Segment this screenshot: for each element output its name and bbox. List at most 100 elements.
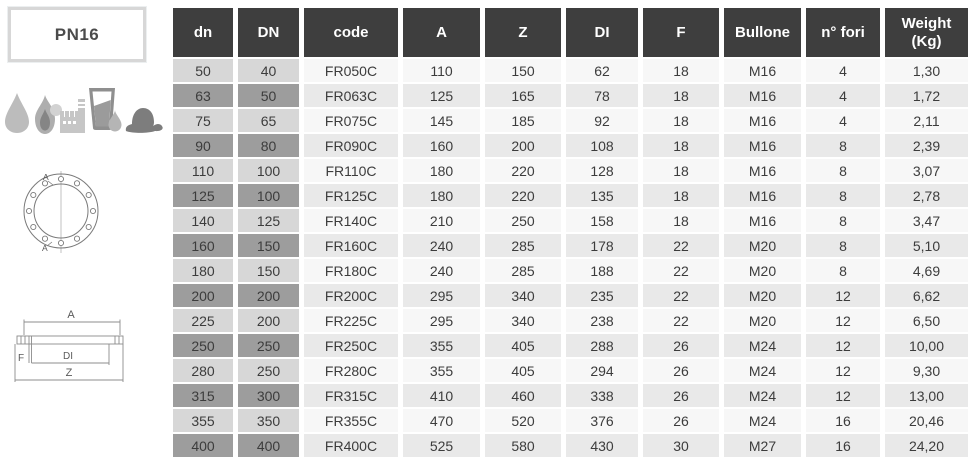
cell-di: 128	[566, 159, 638, 182]
cell-dn-major: 350	[238, 409, 299, 432]
cell-f: 22	[643, 234, 719, 257]
cell-n-fori: 4	[806, 59, 880, 82]
cell-weight: 2,39	[885, 134, 968, 157]
cell-di: 188	[566, 259, 638, 282]
cell-weight: 10,00	[885, 334, 968, 357]
header-a: A	[403, 8, 480, 57]
cell-a: 180	[403, 159, 480, 182]
cell-z: 185	[485, 109, 561, 132]
cell-n-fori: 8	[806, 134, 880, 157]
cell-dn: 200	[173, 284, 233, 307]
cell-code: FR063C	[304, 84, 398, 107]
cell-dn-major: 150	[238, 259, 299, 282]
cell-dn-major: 125	[238, 209, 299, 232]
cell-di: 294	[566, 359, 638, 382]
cell-bullone: M16	[724, 59, 801, 82]
cell-bullone: M24	[724, 409, 801, 432]
cell-di: 235	[566, 284, 638, 307]
cell-z: 520	[485, 409, 561, 432]
cell-z: 405	[485, 359, 561, 382]
cell-f: 18	[643, 109, 719, 132]
cell-weight: 3,07	[885, 159, 968, 182]
cell-code: FR075C	[304, 109, 398, 132]
cell-n-fori: 16	[806, 434, 880, 457]
header-dn-major: DN	[238, 8, 299, 57]
cell-bullone: M16	[724, 209, 801, 232]
header-code: code	[304, 8, 398, 57]
cell-weight: 1,30	[885, 59, 968, 82]
cell-n-fori: 12	[806, 334, 880, 357]
factory-icon	[50, 99, 85, 133]
cell-dn-major: 65	[238, 109, 299, 132]
cell-di: 338	[566, 384, 638, 407]
cell-code: FR225C	[304, 309, 398, 332]
cell-dn-major: 80	[238, 134, 299, 157]
cell-f: 18	[643, 134, 719, 157]
cell-dn-major: 150	[238, 234, 299, 257]
cell-bullone: M24	[724, 334, 801, 357]
cell-di: 376	[566, 409, 638, 432]
cell-bullone: M16	[724, 84, 801, 107]
cell-weight: 2,78	[885, 184, 968, 207]
flame-icon	[35, 95, 55, 134]
cell-weight: 6,62	[885, 284, 968, 307]
cell-f: 18	[643, 159, 719, 182]
cell-n-fori: 12	[806, 309, 880, 332]
cell-dn-major: 100	[238, 184, 299, 207]
cell-a: 295	[403, 309, 480, 332]
cell-weight: 9,30	[885, 359, 968, 382]
cell-dn: 400	[173, 434, 233, 457]
cell-dn-major: 200	[238, 284, 299, 307]
cell-f: 26	[643, 409, 719, 432]
cell-dn-major: 250	[238, 334, 299, 357]
cell-a: 210	[403, 209, 480, 232]
cell-bullone: M16	[724, 134, 801, 157]
cell-dn: 50	[173, 59, 233, 82]
cell-a: 525	[403, 434, 480, 457]
cell-weight: 3,47	[885, 209, 968, 232]
cell-di: 135	[566, 184, 638, 207]
cell-dn: 110	[173, 159, 233, 182]
cell-weight: 5,10	[885, 234, 968, 257]
flange-front-view-drawing: A A	[23, 171, 99, 253]
cell-f: 18	[643, 184, 719, 207]
cell-di: 288	[566, 334, 638, 357]
dim-label-z: Z	[66, 367, 73, 379]
cell-f: 30	[643, 434, 719, 457]
cell-dn: 315	[173, 384, 233, 407]
cell-code: FR200C	[304, 284, 398, 307]
cell-z: 340	[485, 309, 561, 332]
cell-z: 220	[485, 184, 561, 207]
cell-di: 430	[566, 434, 638, 457]
drinking-glass-icon	[89, 88, 122, 132]
cell-code: FR090C	[304, 134, 398, 157]
cell-z: 285	[485, 259, 561, 282]
cell-a: 410	[403, 384, 480, 407]
header-f: F	[643, 8, 719, 57]
cell-code: FR050C	[304, 59, 398, 82]
cell-dn-major: 300	[238, 384, 299, 407]
section-marker-bottom: A	[42, 243, 48, 253]
cell-dn: 355	[173, 409, 233, 432]
cell-dn: 63	[173, 84, 233, 107]
header-bullone: Bullone	[724, 8, 801, 57]
cell-z: 165	[485, 84, 561, 107]
cell-bullone: M16	[724, 159, 801, 182]
cell-di: 178	[566, 234, 638, 257]
cell-code: FR355C	[304, 409, 398, 432]
cell-n-fori: 8	[806, 159, 880, 182]
cell-bullone: M20	[724, 309, 801, 332]
cell-a: 125	[403, 84, 480, 107]
cell-dn-major: 250	[238, 359, 299, 382]
cell-f: 26	[643, 359, 719, 382]
cell-a: 295	[403, 284, 480, 307]
cell-z: 285	[485, 234, 561, 257]
cell-code: FR180C	[304, 259, 398, 282]
cell-n-fori: 12	[806, 359, 880, 382]
dim-label-f: F	[18, 353, 24, 364]
cell-n-fori: 8	[806, 234, 880, 257]
flange-section-drawing: A F DI Z	[14, 309, 124, 382]
cell-bullone: M16	[724, 109, 801, 132]
cell-dn-major: 200	[238, 309, 299, 332]
